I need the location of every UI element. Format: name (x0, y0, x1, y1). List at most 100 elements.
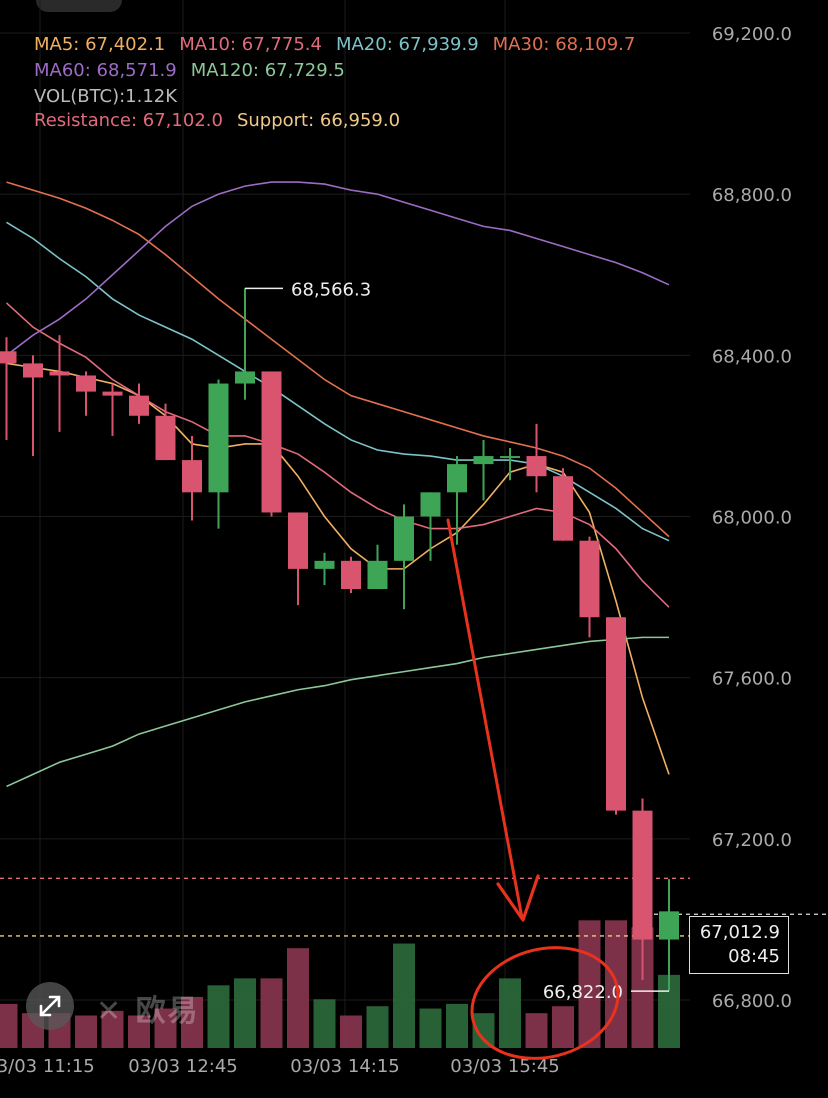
ma-line-ma120 (6, 636, 669, 788)
candle-body (288, 512, 308, 569)
watermark-logo-icon: ✕ (96, 994, 124, 1029)
candle (235, 288, 255, 400)
expand-button[interactable] (26, 982, 74, 1030)
volume-bar (207, 985, 230, 1048)
volume-bar (0, 1003, 18, 1048)
volume-bar (287, 948, 309, 1048)
candle (341, 556, 361, 594)
candle (288, 512, 308, 606)
volume-bar (340, 1015, 362, 1048)
volume-bar (446, 1003, 468, 1048)
volume-bar (366, 1006, 389, 1048)
legend-row-2: MA60: 68,571.9 MA120: 67,729.5 (34, 58, 359, 84)
candle-body (76, 375, 96, 392)
volume-bar (260, 978, 283, 1048)
candle-body (473, 456, 494, 465)
annotation-arrow-head (496, 874, 540, 922)
legend-volume: VOL(BTC):1.12K (34, 86, 178, 107)
volume-bar (499, 978, 521, 1048)
y-tick-label: 68,800.0 (712, 185, 792, 206)
candle-body (129, 395, 149, 416)
legend-resistance: Resistance: 67,102.0 (34, 110, 223, 131)
legend-row-1: MA5: 67,402.1 MA10: 67,775.4 MA20: 67,939.… (34, 32, 649, 58)
candle (447, 456, 467, 545)
ma-line-ma60 (6, 181, 670, 356)
x-tick-label: 03/03 12:45 (128, 1056, 237, 1077)
x-tick-label: 03/03 14:15 (290, 1056, 399, 1077)
volume-bar (419, 1008, 442, 1048)
candle-body (102, 391, 123, 396)
candle (261, 371, 282, 517)
candle (129, 383, 149, 424)
volume-bar (234, 978, 256, 1048)
candle (579, 536, 600, 638)
candle (367, 544, 388, 590)
candle (0, 337, 17, 440)
candle-body (341, 560, 361, 590)
candle (659, 879, 679, 992)
candle-body (367, 560, 388, 590)
candle (606, 617, 626, 815)
y-tick-label: 66,800.0 (712, 991, 792, 1012)
current-price-value: 67,012.9 (699, 922, 780, 943)
candle (49, 335, 70, 432)
y-tick-label: 67,600.0 (712, 669, 792, 690)
candle-body (659, 911, 679, 940)
watermark: ✕ 欧易 (96, 986, 200, 1030)
volume-bar (181, 996, 203, 1048)
high-price-label: 68,566.3 (291, 279, 371, 300)
candle-body (500, 456, 520, 459)
candle-body (553, 476, 573, 541)
top-toolbar-button[interactable] (36, 0, 122, 12)
candle (155, 403, 176, 461)
volume-bar (154, 1008, 177, 1048)
y-tick-label: 69,200.0 (712, 24, 792, 45)
candle-body (394, 516, 414, 561)
volume-bar (101, 1010, 124, 1048)
legend-row-3: VOL(BTC):1.12K (34, 84, 191, 110)
current-price-box: 67,012.9 08:45 (689, 916, 789, 974)
candle-body (579, 540, 600, 618)
ma-line-ma20 (6, 221, 670, 542)
legend-row-4: Resistance: 67,102.0 Support: 66,959.0 (34, 108, 414, 134)
legend-ma60: MA60: 68,571.9 (34, 60, 177, 81)
watermark-text: 欧易 (135, 994, 200, 1029)
candle-body (606, 617, 626, 811)
volume-bar (128, 1015, 150, 1048)
candle-body (208, 383, 229, 493)
legend-ma30: MA30: 68,109.7 (492, 34, 636, 55)
legend-ma120: MA120: 67,729.5 (190, 60, 345, 81)
candle-body (182, 460, 202, 493)
candle (314, 552, 335, 585)
volume-bar (552, 1006, 574, 1048)
candle-body (49, 371, 70, 376)
ma-line-ma30 (6, 181, 670, 538)
candle (182, 435, 202, 521)
volume-bar (313, 999, 336, 1048)
y-tick-label: 68,000.0 (712, 508, 792, 529)
x-tick-label: 03/03 15:45 (450, 1056, 559, 1077)
candle-body (0, 351, 17, 364)
candle-countdown: 08:45 (728, 946, 780, 967)
ma-line-ma5 (6, 362, 670, 775)
candle-body (447, 464, 467, 493)
low-price-label: 66,822.0 (543, 982, 623, 1003)
candle (394, 504, 414, 610)
legend-ma5: MA5: 67,402.1 (34, 34, 166, 55)
y-tick-label: 67,200.0 (712, 830, 792, 851)
candle-body (155, 415, 176, 461)
candle-body (632, 810, 653, 940)
candle (76, 371, 96, 416)
candle (208, 379, 229, 529)
candle (500, 448, 520, 481)
candle (553, 468, 573, 541)
candle (526, 423, 547, 493)
volume-bar (75, 1015, 97, 1048)
volume-bar (472, 1013, 495, 1048)
candle-body (23, 363, 43, 378)
candle (632, 798, 653, 980)
annotation-arrow-shaft (446, 518, 524, 920)
candle-body (420, 492, 441, 517)
